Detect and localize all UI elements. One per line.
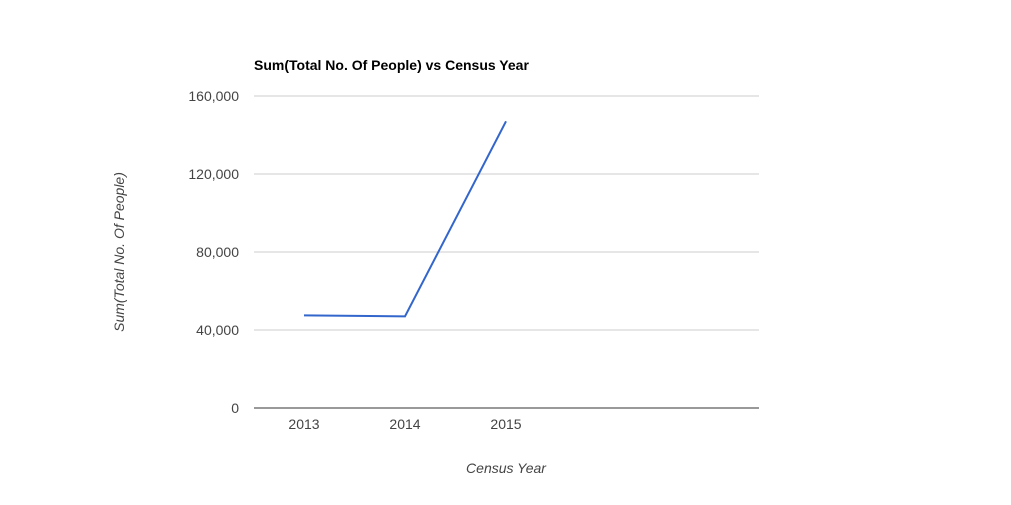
x-tick-label: 2015 (490, 416, 521, 432)
y-axis-ticks: 0 40,000 80,000 120,000 160,000 (188, 88, 239, 416)
y-tick-label: 40,000 (196, 322, 239, 338)
chart-title: Sum(Total No. Of People) vs Census Year (254, 57, 529, 73)
series-line (303, 120, 507, 318)
y-tick-label: 0 (231, 400, 239, 416)
y-tick-label: 120,000 (188, 166, 239, 182)
x-axis-ticks: 2013 2014 2015 (288, 416, 521, 432)
x-tick-label: 2013 (288, 416, 319, 432)
y-tick-label: 80,000 (196, 244, 239, 260)
y-tick-label: 160,000 (188, 88, 239, 104)
x-tick-label: 2014 (389, 416, 420, 432)
x-axis-title: Census Year (466, 460, 547, 476)
y-axis-title: Sum(Total No. Of People) (111, 172, 127, 332)
gridlines (254, 95, 759, 409)
series-layer (303, 120, 507, 318)
